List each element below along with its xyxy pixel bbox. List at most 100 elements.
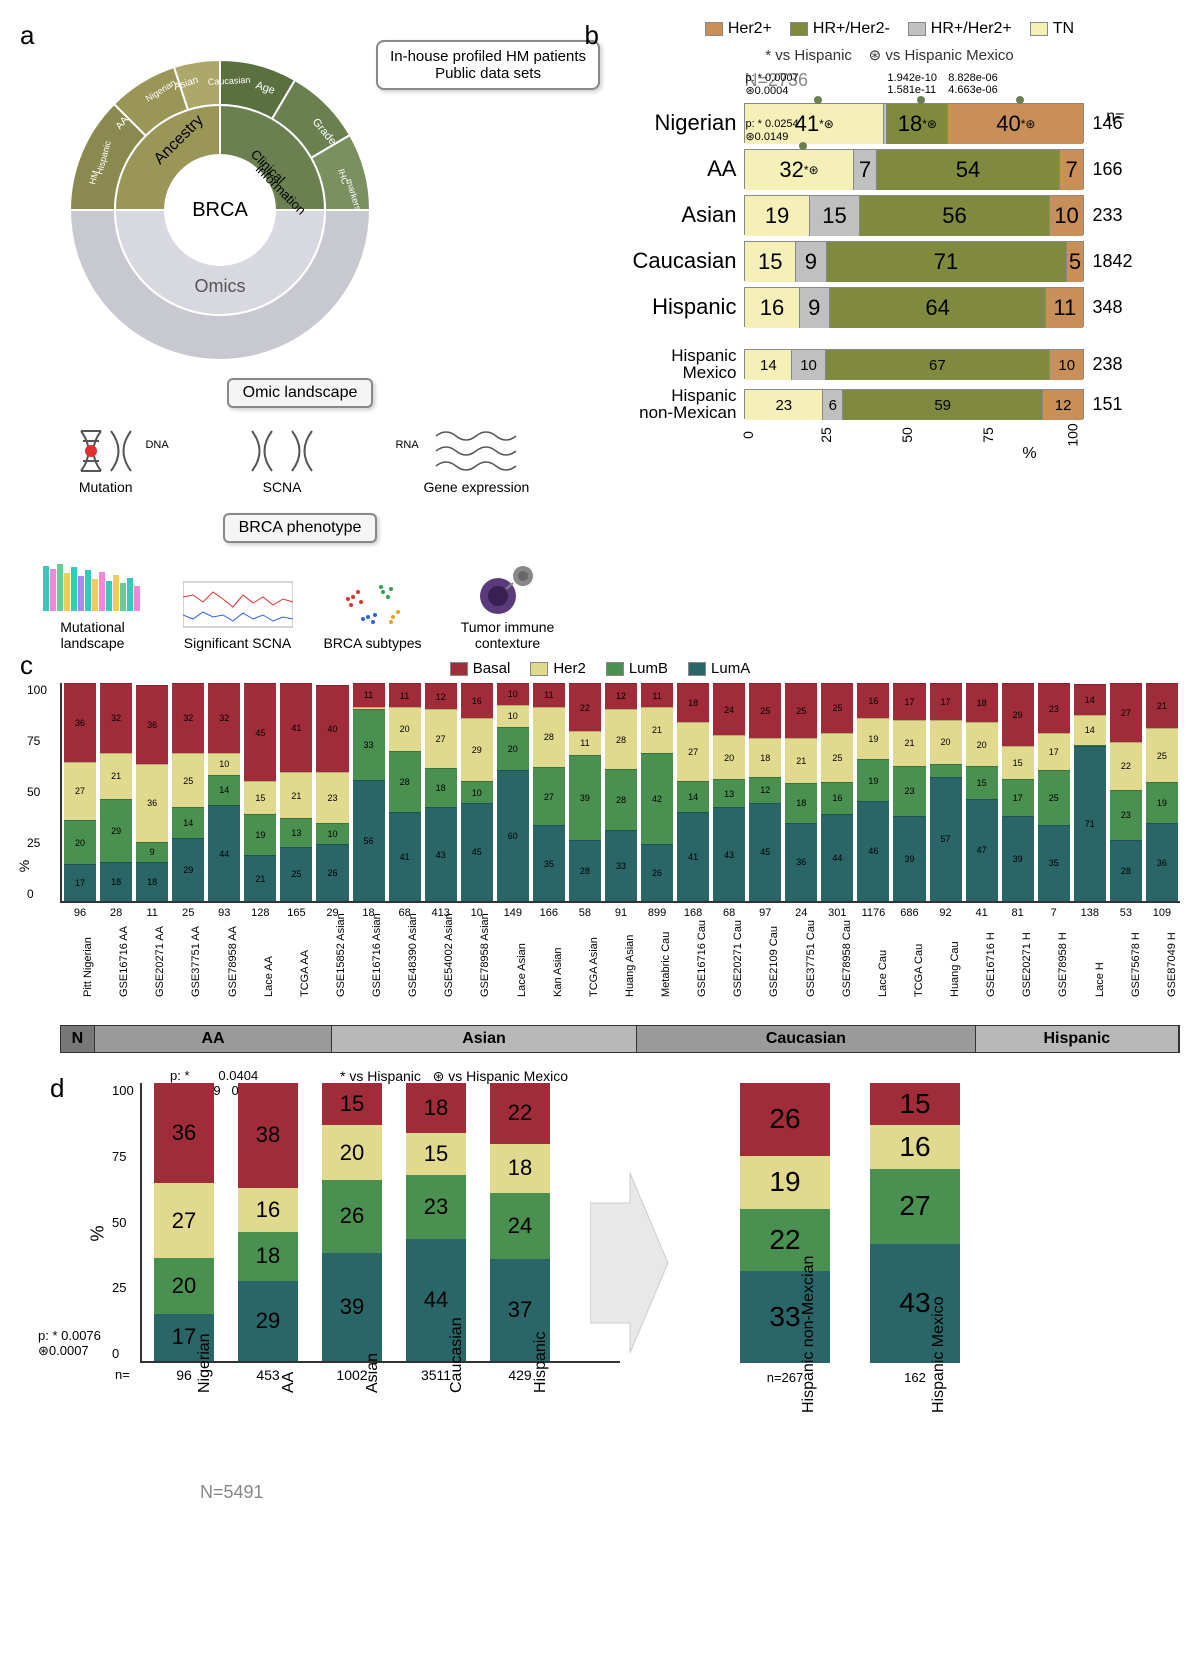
subtypes-label: BRCA subtypes: [323, 635, 423, 651]
x-label: TCGA Asian: [588, 937, 600, 997]
x-label-cell: GSE16716 AA: [96, 907, 132, 1017]
bar-segment: 20: [64, 820, 96, 864]
subtypes-item: BRCA subtypes: [323, 577, 423, 651]
bar-segment: 8.828e-064.663e-0640 *⊛: [948, 104, 1083, 144]
p-value: p: * 0.0007⊛0.0004: [745, 72, 798, 97]
bar-segment: 10: [497, 683, 529, 705]
ytick: 0: [112, 1346, 134, 1361]
bar-segment: 9: [796, 242, 826, 282]
bar-segment: 32: [208, 683, 240, 753]
bar-segment: 23: [893, 766, 925, 816]
c-yaxis: 1007550250: [27, 683, 47, 901]
legend-swatch: [688, 662, 706, 676]
axis-tick: 50: [899, 427, 915, 443]
d-left: d p: * 0.0404 ⊛0.0039 0.0027 * vs Hispan…: [20, 1083, 620, 1503]
bar-segment: 28: [605, 709, 637, 769]
bar-segment: 7: [1060, 150, 1084, 190]
bar-segment: 10: [208, 753, 240, 775]
stacked-bar: 1720273696: [64, 683, 96, 901]
legend-swatch: [606, 662, 624, 676]
bar-segment: 17: [64, 864, 96, 901]
row-n: 1842: [1092, 251, 1132, 272]
x-label: GSE2109 Cau: [768, 926, 780, 997]
phenotype-row: Mutational landscape Significant SCNA BR…: [20, 561, 580, 651]
ytick: 75: [112, 1149, 134, 1164]
bar-segment: 29: [172, 838, 204, 901]
bar-segment: 16: [821, 782, 853, 814]
bar-segment: 1.942e-101.581e-1118 *⊛: [887, 104, 948, 144]
bar-segment: 27: [533, 767, 565, 825]
panel-a: a In-house profiled HM patients Public d…: [20, 20, 580, 640]
x-label-cell: TCGA Cau: [891, 907, 927, 1017]
bar-segment: 54: [877, 150, 1060, 190]
rna-icon: [431, 426, 521, 476]
c-legend: BasalHer2LumBLumA: [20, 660, 1180, 677]
bar-segment: 27: [154, 1183, 214, 1258]
x-label: GSE16716 Asian: [371, 913, 383, 997]
panel-b-label: b: [584, 20, 598, 51]
x-label-cell: GSE37751 AA: [168, 907, 204, 1017]
bar-segment: 60: [497, 770, 529, 901]
stacked-bar: 25132141165: [280, 683, 312, 901]
panel-c-label: c: [20, 650, 33, 681]
bar-segment: 22: [490, 1083, 550, 1144]
row-n: 151: [1092, 394, 1122, 415]
immune-item: Tumor immune contexture: [448, 561, 568, 651]
bar-segment: 14: [1074, 684, 1106, 715]
x-label-cell: Lace Cau: [855, 907, 891, 1017]
stacked-bar: 3917152981: [1002, 683, 1034, 901]
x-label-cell: GSE16716 Asian: [349, 907, 385, 1017]
bar-segment: 25: [280, 847, 312, 902]
brca-phenotype-title: BRCA phenotype: [223, 513, 378, 543]
stacked-bar: 4715201841: [966, 683, 998, 901]
x-label: TCGA Cau: [913, 944, 925, 997]
b-axis-label: %: [884, 445, 1174, 463]
bar-segment: 22: [569, 683, 601, 731]
bar-segment: 28: [389, 751, 421, 812]
geneexp-label: Gene expression: [423, 479, 529, 495]
bar-segment: 14: [208, 775, 240, 806]
stacked-bar: 2839112258: [569, 683, 601, 901]
sig-scna-label: Significant SCNA: [178, 635, 298, 651]
bar-segment: 35: [533, 825, 565, 901]
x-label-cell: GSE78958 Cau: [819, 907, 855, 1017]
bar-segment: 41: [389, 812, 421, 901]
x-label: GSE16716 Cau: [696, 920, 708, 997]
x-label: Huang Cau: [949, 941, 961, 997]
b-legend: Her2+HR+/Her2-HR+/Her2+TN: [604, 20, 1174, 38]
x-label-cell: GSE20271 H: [999, 907, 1035, 1017]
bar-segment: 10: [1050, 196, 1084, 236]
stacked-bar: 43182712413: [425, 683, 457, 901]
bar-segment: 14: [172, 807, 204, 838]
x-label-cell: Huang Asian: [602, 907, 638, 1017]
x-label: Pitt Nigerian: [82, 937, 94, 997]
scna-label: SCNA: [242, 479, 322, 495]
bar-segment: 19: [857, 759, 889, 800]
bar-segment: 45: [244, 683, 276, 781]
stacked-bar: 4128201168: [389, 683, 421, 901]
c-labels-row: Pitt NigerianGSE16716 AAGSE20271 AAGSE37…: [60, 907, 1180, 1017]
bar-segment: 36: [154, 1083, 214, 1183]
bar-segment: 45: [749, 803, 781, 901]
stacked-bar: 60201010149: [497, 683, 529, 901]
legend-item: Basal: [450, 660, 511, 677]
bar-segment: 5: [1067, 242, 1084, 282]
bar-segment: 16: [238, 1188, 298, 1232]
mutation-item: DNA Mutation: [71, 426, 141, 495]
panel-b: b Her2+HR+/Her2-HR+/Her2+TN * vs Hispani…: [584, 20, 1174, 463]
x-label: GSE78958 AA: [227, 926, 239, 997]
bar-segment: 12: [749, 777, 781, 803]
bar-segment: 40: [316, 685, 348, 772]
b-row: Caucasian 159715 1842: [604, 241, 1174, 281]
bar-segment: 19: [745, 196, 809, 236]
bar-segment: 10: [497, 705, 529, 727]
x-label: GSE37751 Cau: [805, 920, 817, 997]
arrow-icon: [590, 1163, 670, 1363]
group-segment: AA: [95, 1026, 332, 1052]
stacked-bar: 2365912: [744, 389, 1084, 419]
panel-a-label: a: [20, 20, 34, 51]
row-label: Asian: [604, 204, 744, 226]
cluster-icon: [333, 577, 413, 632]
bar-segment: 45: [461, 803, 493, 901]
bar-segment: 15: [1002, 746, 1034, 779]
